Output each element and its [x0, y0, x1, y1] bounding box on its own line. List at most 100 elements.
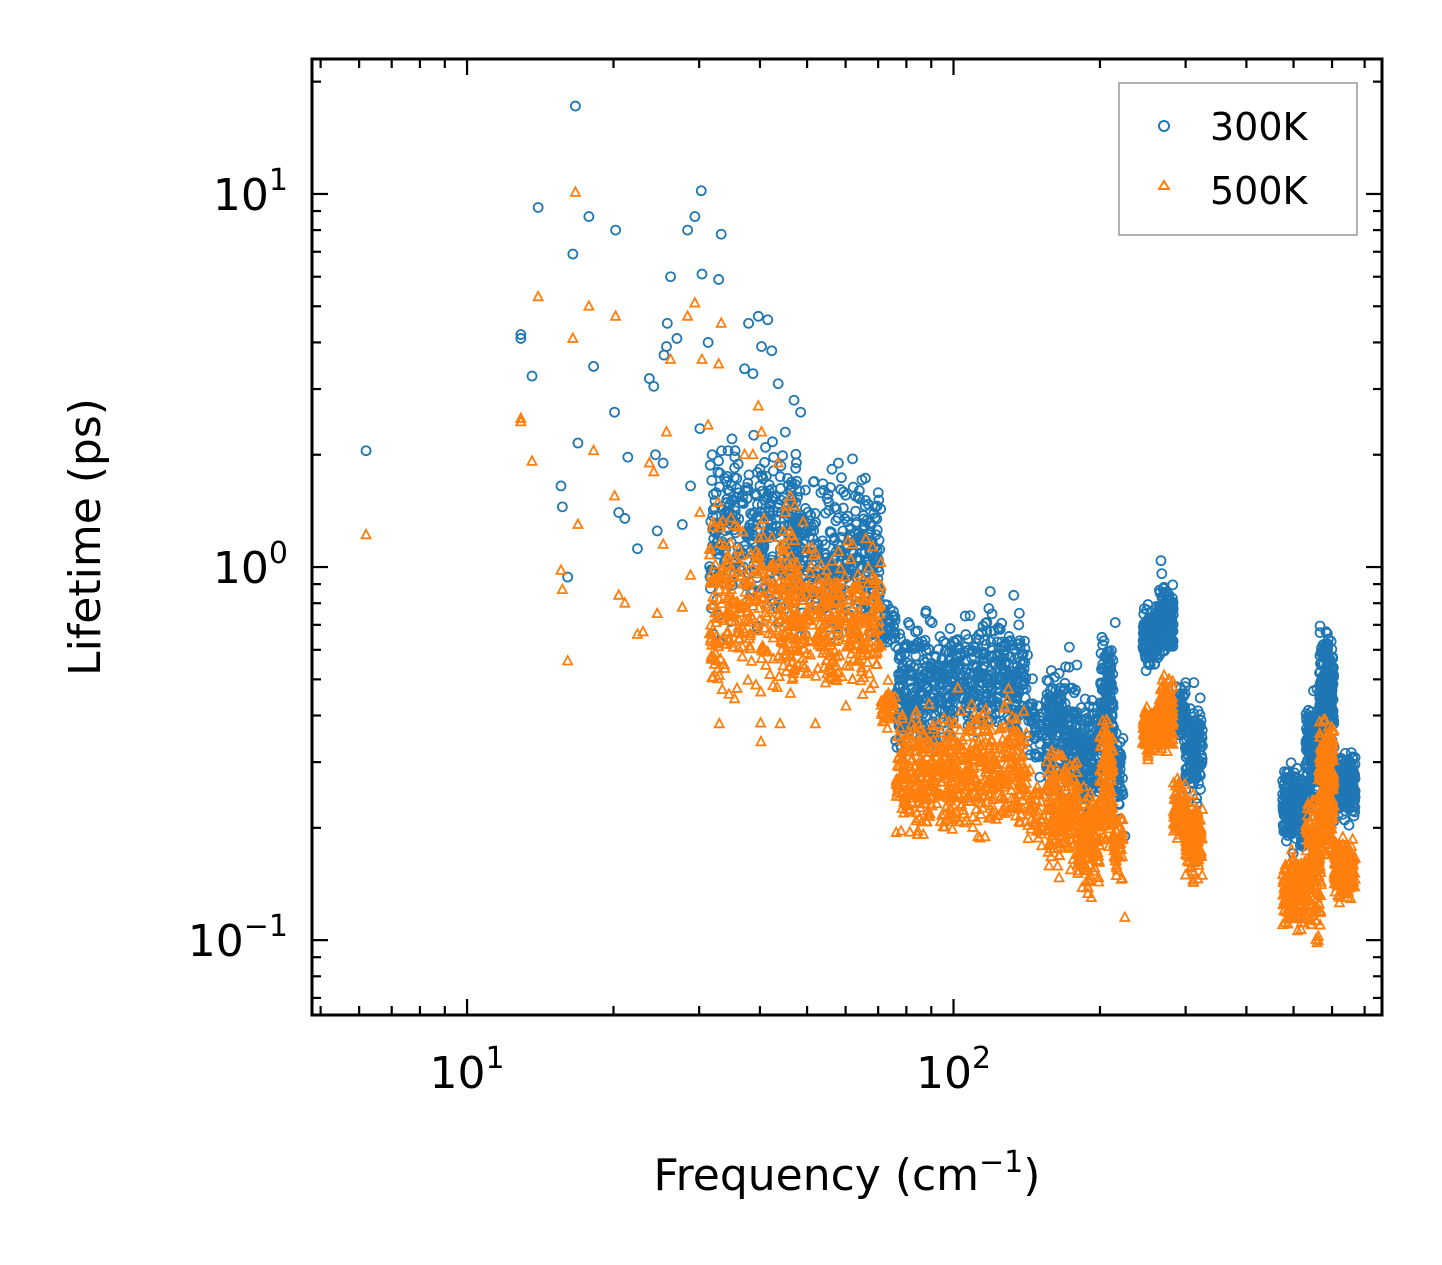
data-point-300K: [774, 471, 786, 483]
data-point-300K: [1003, 636, 1014, 648]
data-point-300K: [756, 485, 768, 497]
data-point-300K: [943, 692, 955, 704]
data-point-300K: [759, 457, 770, 468]
data-point-300K: [1005, 651, 1017, 663]
data-point-300K: [929, 689, 940, 700]
data-point-500K: [882, 673, 895, 685]
data-point-300K: [903, 617, 914, 628]
data-point-300K: [1279, 772, 1291, 784]
data-point-300K: [1305, 728, 1317, 740]
data-point-300K: [833, 457, 844, 469]
data-point-300K: [1286, 774, 1298, 786]
data-point-300K: [756, 341, 767, 352]
data-point-300K: [1083, 700, 1095, 712]
data-point-300K: [1320, 677, 1331, 689]
data-point-300K: [835, 484, 846, 495]
data-point-300K: [910, 626, 921, 638]
data-point-300K: [992, 664, 1003, 676]
data-point-300K: [1099, 686, 1110, 698]
data-point-300K: [822, 489, 834, 500]
data-point-300K: [555, 480, 567, 492]
data-points-layer: [360, 100, 1362, 948]
data-point-300K: [1194, 758, 1206, 770]
data-point-300K: [738, 498, 749, 509]
data-point-300K: [1185, 719, 1197, 731]
data-point-300K: [676, 519, 688, 530]
data-point-300K: [850, 505, 861, 517]
data-point-300K: [651, 525, 663, 537]
data-point-300K: [889, 614, 901, 626]
data-point-300K: [983, 603, 995, 614]
data-point-300K: [1008, 661, 1020, 673]
data-point-500K: [867, 676, 880, 689]
data-point-300K: [950, 706, 962, 718]
data-point-500K: [731, 681, 744, 693]
data-point-300K: [1154, 616, 1165, 628]
data-point-300K: [713, 455, 724, 467]
data-point-500K: [745, 654, 758, 666]
data-point-300K: [689, 211, 701, 222]
data-point-300K: [919, 678, 930, 690]
data-point-300K: [837, 525, 849, 537]
data-point-300K: [1180, 711, 1192, 723]
data-point-300K: [1166, 616, 1178, 628]
data-point-300K: [984, 586, 996, 597]
data-point-300K: [661, 341, 672, 352]
data-point-300K: [778, 520, 790, 532]
data-point-500K: [716, 682, 729, 695]
data-point-300K: [1302, 779, 1314, 791]
data-point-300K: [1027, 698, 1039, 710]
data-point-500K: [741, 673, 754, 685]
data-point-300K: [894, 628, 906, 640]
data-point-300K: [695, 185, 707, 197]
data-point-300K: [762, 314, 774, 326]
data-point-300K: [790, 448, 802, 460]
data-point-300K: [1053, 668, 1065, 679]
data-point-300K: [950, 689, 962, 701]
data-point-300K: [1026, 716, 1038, 728]
data-point-300K: [661, 317, 673, 329]
data-point-300K: [925, 661, 937, 673]
data-point-300K: [739, 363, 751, 375]
data-point-300K: [567, 248, 579, 260]
data-point-300K: [1196, 724, 1208, 736]
data-point-300K: [893, 643, 904, 655]
data-point-300K: [864, 527, 876, 538]
data-point-300K: [808, 476, 819, 488]
data-point-300K: [982, 669, 994, 681]
data-point-300K: [959, 610, 971, 622]
data-point-500K: [1053, 870, 1066, 883]
data-point-300K: [1106, 709, 1118, 721]
data-point-300K: [960, 629, 972, 640]
data-point-300K: [719, 472, 731, 484]
data-point-300K: [763, 524, 775, 536]
data-point-300K: [902, 657, 914, 669]
data-point-300K: [1325, 654, 1336, 666]
data-point-300K: [879, 632, 891, 644]
data-point-300K: [986, 608, 998, 620]
data-point-300K: [991, 636, 1003, 648]
data-point-300K: [726, 433, 738, 445]
data-point-300K: [682, 224, 693, 236]
data-point-300K: [1156, 568, 1168, 580]
data-point-300K: [1196, 730, 1207, 742]
data-point-300K: [1063, 661, 1075, 673]
data-point-300K: [835, 531, 847, 543]
data-point-300K: [944, 705, 956, 716]
data-point-300K: [708, 489, 719, 500]
data-point-300K: [1195, 783, 1206, 795]
data-point-300K: [712, 466, 724, 478]
data-point-300K: [990, 678, 1002, 689]
data-point-300K: [1008, 589, 1020, 601]
data-point-300K: [1041, 674, 1053, 686]
data-point-300K: [795, 406, 807, 418]
data-point-300K: [1314, 627, 1326, 638]
data-point-300K: [934, 631, 946, 642]
data-point-300K: [1196, 756, 1208, 768]
data-point-300K: [842, 510, 854, 522]
data-point-300K: [1059, 727, 1071, 739]
data-point-300K: [1044, 694, 1056, 706]
data-point-300K: [1317, 659, 1329, 671]
data-point-300K: [767, 436, 778, 448]
data-point-500K: [1043, 859, 1056, 871]
